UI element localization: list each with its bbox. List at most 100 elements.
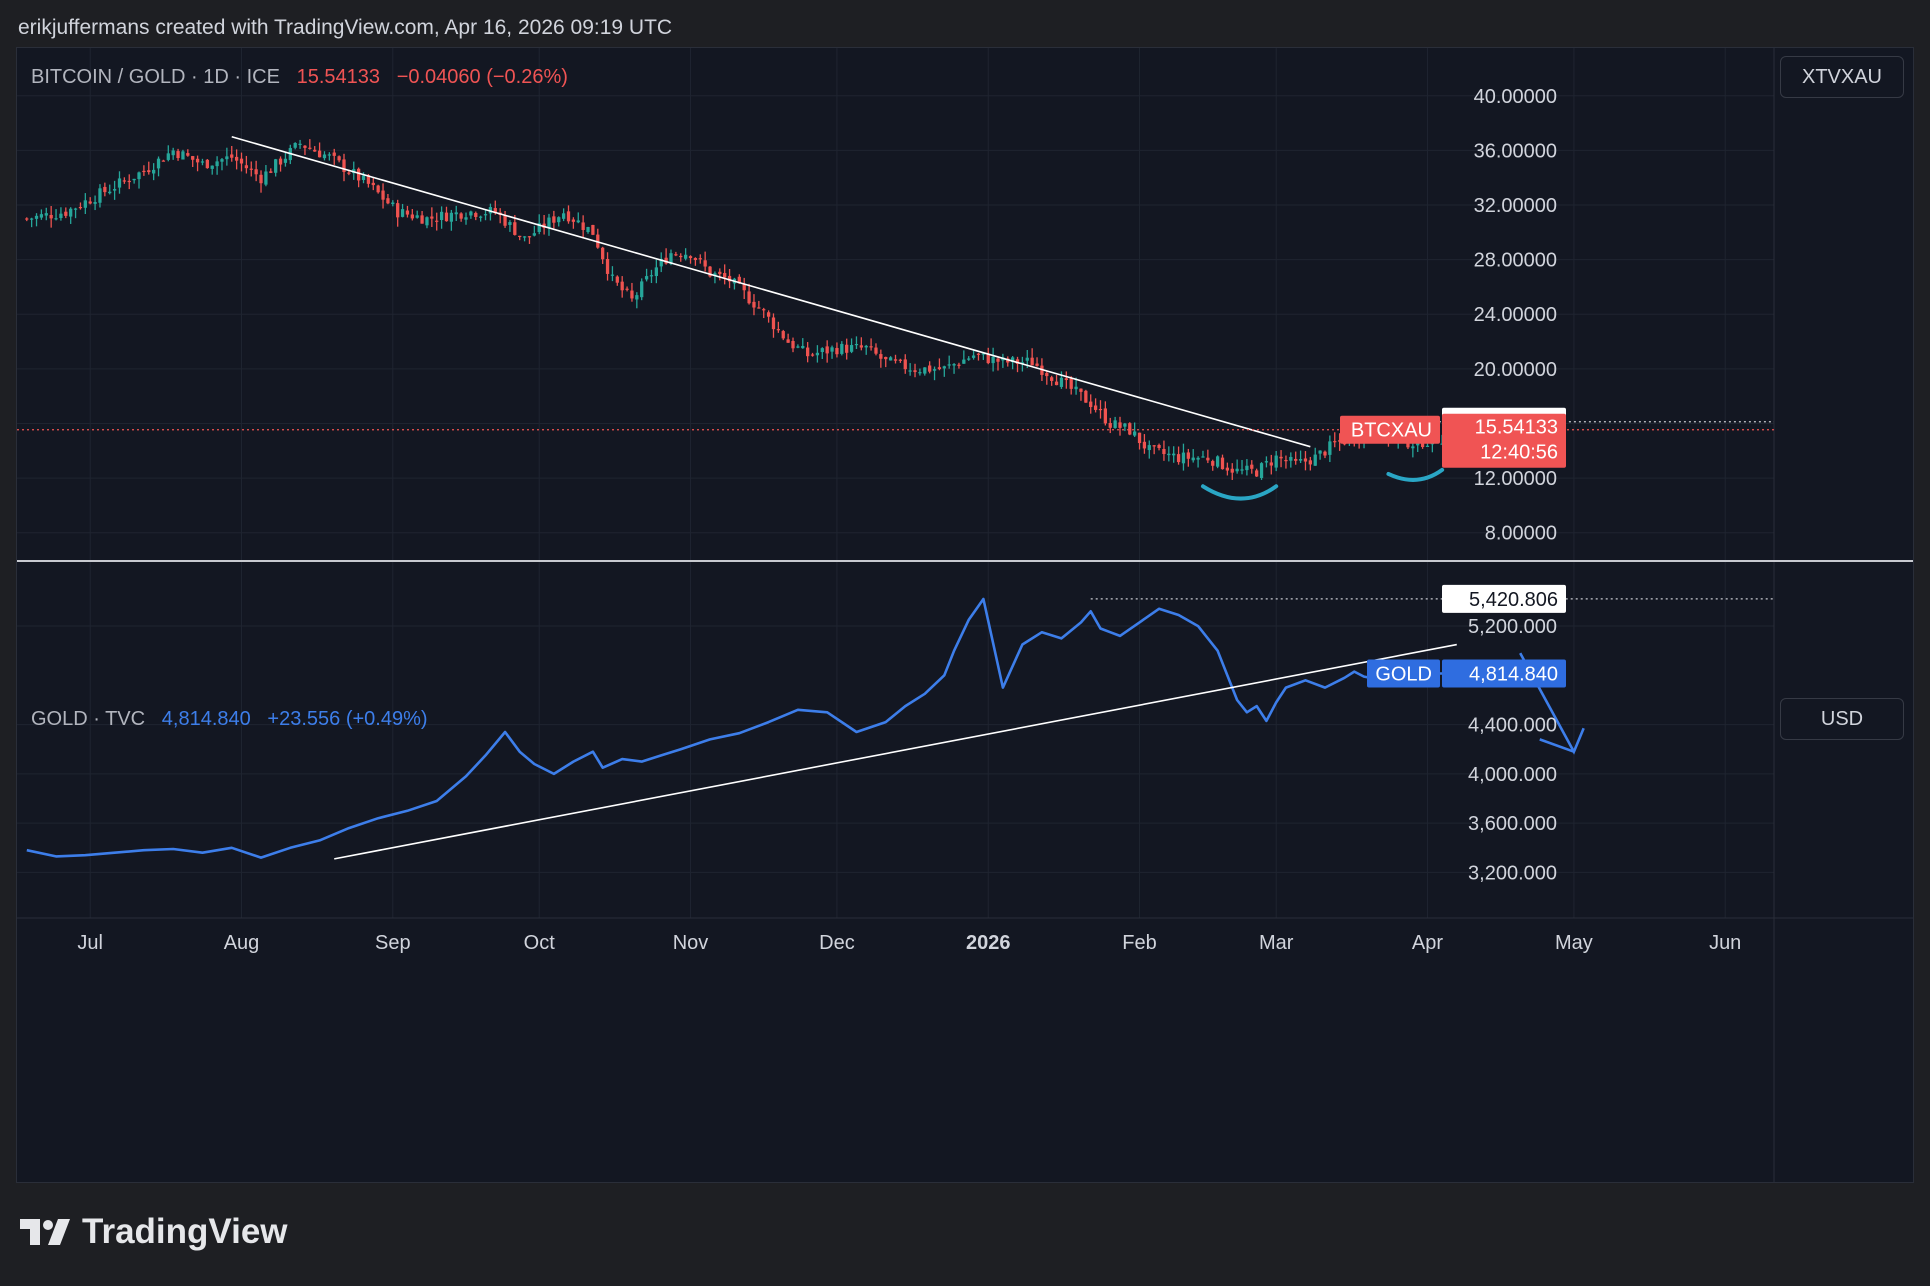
candle-body	[1264, 461, 1269, 463]
candle-body	[239, 158, 244, 164]
candle-body	[659, 258, 663, 267]
candle-body	[156, 158, 161, 169]
candle-body	[73, 208, 78, 210]
candle-body	[679, 255, 683, 258]
btcxau-symbol-tag-bg	[1340, 415, 1440, 444]
candle-body	[78, 206, 83, 209]
candle-body	[249, 168, 253, 170]
tradingview-brand: TradingView	[82, 1212, 288, 1251]
candle-body	[322, 154, 327, 159]
bottom-high-tag-bg	[1442, 584, 1566, 613]
candle-body	[137, 172, 141, 180]
candle-body	[571, 219, 576, 222]
candle-body	[161, 160, 166, 162]
candle-body	[825, 346, 829, 354]
chart-frame[interactable]: 40.00000 36.00000 32.00000 28.00000 24.00000…	[16, 47, 1914, 1183]
candle-body	[98, 188, 102, 203]
chart-canvas[interactable]: 40.00000 36.00000 32.00000 28.00000 24.00000…	[17, 48, 1913, 1182]
candle-body	[225, 156, 229, 160]
candle-body	[298, 143, 302, 145]
candle-body	[54, 218, 58, 220]
candle-body	[1230, 468, 1234, 473]
candle-body	[1269, 462, 1273, 466]
top-y-tick-label: 40.00000	[1474, 86, 1557, 108]
candle-body	[591, 224, 595, 235]
candle-body	[908, 370, 912, 372]
candle-body	[1123, 423, 1127, 427]
candle-body	[1152, 445, 1156, 447]
candle-body	[513, 222, 517, 235]
candle-body	[981, 353, 985, 355]
bottom-price: 4,814.840	[161, 708, 251, 730]
candle-body	[845, 344, 849, 353]
candle-body	[786, 339, 790, 343]
candle-body	[766, 312, 771, 317]
candle-body	[576, 220, 580, 223]
candle-body	[849, 345, 854, 352]
candle-body	[25, 218, 29, 220]
candle-body	[459, 213, 463, 219]
candle-body	[527, 236, 532, 238]
candle-body	[1284, 459, 1288, 462]
candle-body	[644, 276, 649, 280]
candle-body	[474, 212, 478, 217]
candle-body	[1196, 457, 1200, 460]
candle-body	[552, 216, 556, 223]
top-pane-legend: BITCOIN / GOLD · 1D · ICE 15.54133 −0.04…	[31, 66, 568, 89]
candle-body	[1333, 441, 1337, 443]
bottom-y-tick-label: 4,000.000	[1468, 764, 1557, 786]
candle-body	[317, 150, 322, 158]
candle-body	[152, 169, 156, 174]
candle-body	[34, 215, 39, 219]
x-tick-label: Jun	[1709, 932, 1741, 954]
tradingview-logo[interactable]: TradingView	[20, 1212, 288, 1252]
top-y-tick-label: 24.00000	[1474, 304, 1557, 326]
candle-body	[1010, 357, 1015, 363]
candle-body	[1035, 363, 1039, 366]
candle-body	[83, 200, 87, 208]
candle-body	[1103, 408, 1108, 424]
candle-body	[142, 170, 146, 173]
candle-body	[1274, 455, 1278, 468]
candle-body	[283, 158, 288, 163]
candle-body	[376, 185, 380, 193]
candle-body	[932, 369, 937, 371]
candle-body	[635, 295, 639, 300]
bottom-scale-button[interactable]: USD	[1780, 698, 1904, 740]
candle-body	[205, 159, 209, 169]
candle-body	[264, 171, 268, 185]
candle-body	[723, 273, 727, 278]
candle-body	[1425, 445, 1430, 447]
bottom-arc-annotation-2	[1386, 467, 1445, 482]
candle-body	[703, 260, 707, 267]
candle-body	[820, 348, 824, 353]
candle-body	[893, 359, 898, 361]
tradingview-logo-icon	[20, 1219, 70, 1245]
candle-body	[269, 171, 273, 173]
top-scale-button[interactable]: XTVXAU	[1780, 56, 1904, 98]
bottom-change: +23.556 (+0.49%)	[267, 708, 428, 730]
candle-body	[859, 345, 863, 348]
candle-body	[386, 198, 390, 204]
candle-body	[918, 372, 922, 374]
candle-body	[361, 175, 366, 181]
candle-body	[537, 223, 541, 232]
candle-body	[757, 307, 761, 309]
candle-body	[1147, 445, 1151, 451]
candle-body	[308, 147, 312, 149]
candle-body	[391, 202, 395, 204]
bottom-y-tick-label: 5,200.000	[1468, 616, 1557, 638]
candle-body	[1167, 453, 1171, 456]
candle-body	[1191, 457, 1195, 461]
candle-body	[425, 217, 429, 226]
candle-body	[278, 158, 283, 165]
candle-body	[601, 247, 605, 260]
bottom-arc-annotation-1	[1200, 484, 1279, 501]
candle-body	[1294, 458, 1298, 461]
candle-body	[586, 227, 590, 233]
x-tick-label: Jul	[77, 932, 103, 954]
candle-body	[503, 214, 507, 226]
candle-body	[664, 257, 668, 264]
candle-body	[888, 357, 893, 361]
candle-body	[1172, 453, 1176, 456]
